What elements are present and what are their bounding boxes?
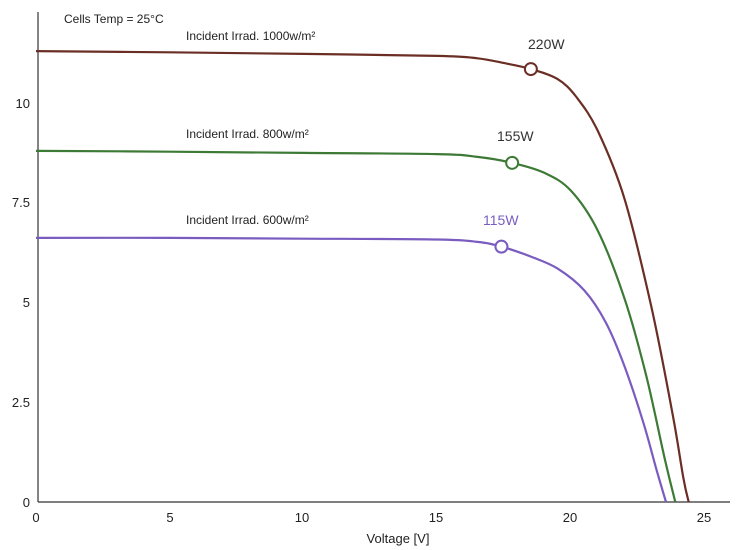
x-tick-label: 0 [32, 510, 39, 525]
x-axis-title: Voltage [V] [367, 531, 430, 546]
power-label-800: 155W [497, 128, 534, 144]
mpp-marker-1000 [523, 62, 538, 77]
x-tick-label: 15 [429, 510, 443, 525]
y-tick-label: 10 [16, 96, 30, 111]
y-tick-label: 7.5 [12, 195, 30, 210]
mpp-marker-600 [494, 239, 509, 254]
x-tick-label: 5 [166, 510, 173, 525]
y-tick-label: 2.5 [12, 395, 30, 410]
power-label-1000: 220W [528, 36, 565, 52]
series-label-1000: Incident Irrad. 1000w/m² [186, 29, 315, 43]
series-label-800: Incident Irrad. 800w/m² [186, 127, 309, 141]
mpp-marker-800 [505, 155, 520, 170]
y-tick-label: 5 [23, 295, 30, 310]
curve-600 [35, 236, 668, 503]
cell-temperature-note: Cells Temp = 25°C [64, 12, 164, 26]
series-label-600: Incident Irrad. 600w/m² [186, 213, 309, 227]
x-tick-label: 25 [697, 510, 711, 525]
power-label-600: 115W [483, 212, 519, 228]
x-tick-label: 10 [295, 510, 309, 525]
curve-1000 [35, 50, 690, 503]
curve-800 [35, 149, 677, 503]
y-tick-label: 0 [23, 495, 30, 510]
x-tick-label: 20 [563, 510, 577, 525]
